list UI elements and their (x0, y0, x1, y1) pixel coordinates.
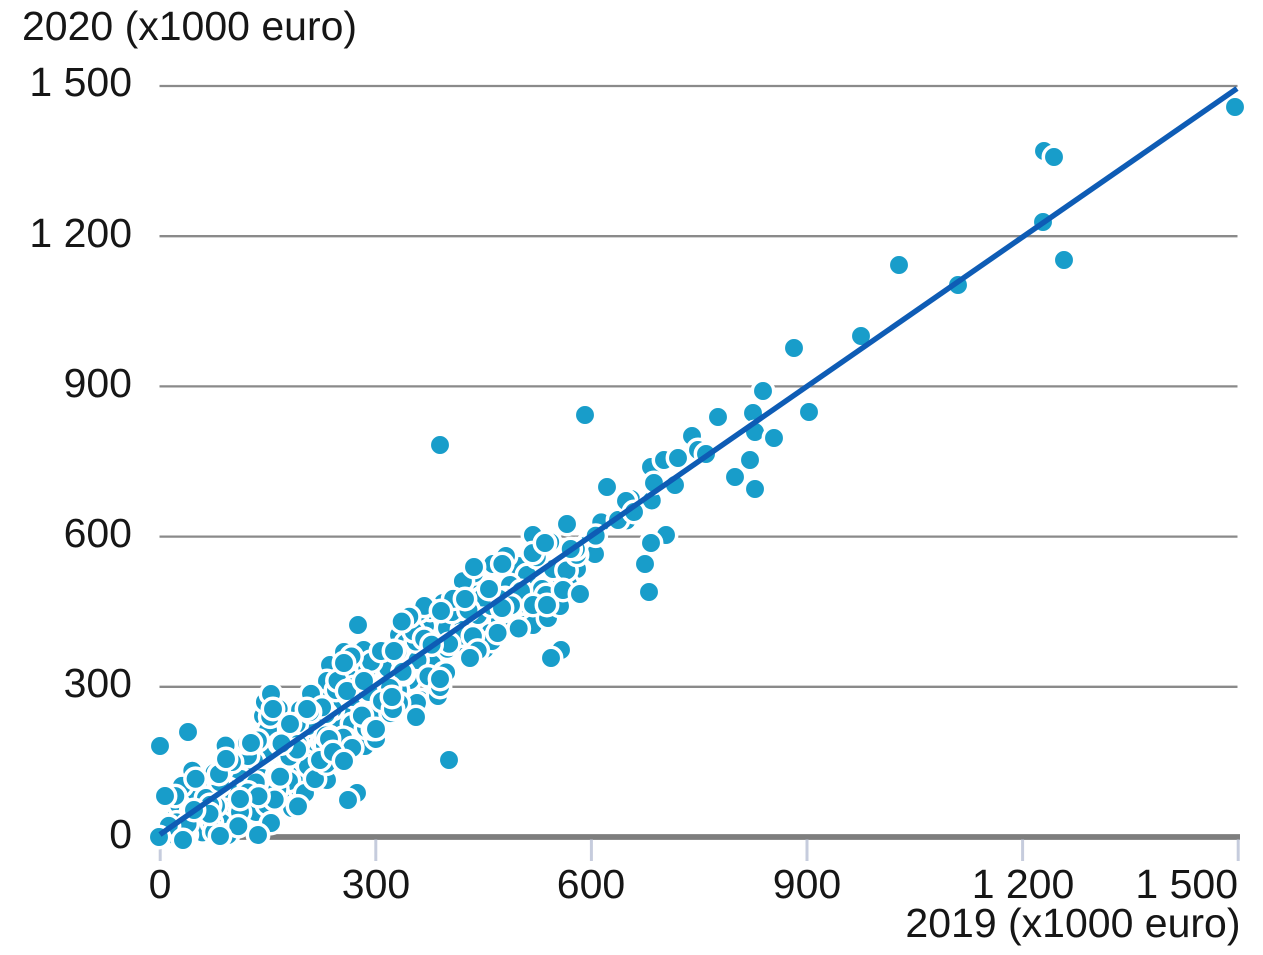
svg-text:600: 600 (64, 510, 132, 556)
svg-text:300: 300 (342, 861, 410, 907)
svg-text:300: 300 (64, 660, 132, 706)
svg-text:2020 (x1000 euro): 2020 (x1000 euro) (22, 3, 357, 49)
svg-text:600: 600 (557, 861, 625, 907)
svg-text:0: 0 (109, 811, 132, 857)
svg-text:1 500: 1 500 (1135, 861, 1238, 907)
svg-text:900: 900 (773, 861, 841, 907)
svg-text:900: 900 (64, 360, 132, 406)
svg-text:1 200: 1 200 (29, 210, 132, 256)
svg-text:1 500: 1 500 (29, 59, 132, 105)
svg-text:2019 (x1000 euro): 2019 (x1000 euro) (905, 900, 1240, 946)
svg-text:1 200: 1 200 (972, 861, 1075, 907)
svg-text:0: 0 (149, 861, 172, 907)
